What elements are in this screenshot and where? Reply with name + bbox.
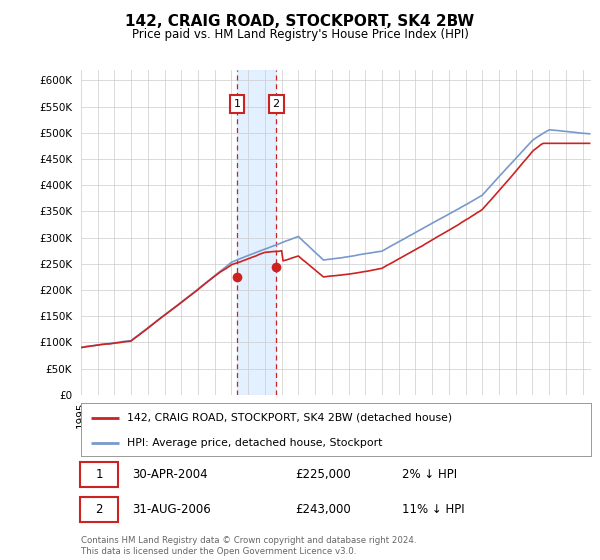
Text: £243,000: £243,000 xyxy=(295,503,351,516)
Bar xyxy=(237,70,276,395)
Text: 30-APR-2004: 30-APR-2004 xyxy=(132,468,208,481)
Text: 2: 2 xyxy=(272,99,280,109)
Text: 1: 1 xyxy=(233,99,241,109)
Text: 2% ↓ HPI: 2% ↓ HPI xyxy=(403,468,457,481)
Text: 142, CRAIG ROAD, STOCKPORT, SK4 2BW: 142, CRAIG ROAD, STOCKPORT, SK4 2BW xyxy=(125,14,475,29)
Text: 142, CRAIG ROAD, STOCKPORT, SK4 2BW (detached house): 142, CRAIG ROAD, STOCKPORT, SK4 2BW (det… xyxy=(127,413,452,423)
Text: HPI: Average price, detached house, Stockport: HPI: Average price, detached house, Stoc… xyxy=(127,438,382,448)
FancyBboxPatch shape xyxy=(80,497,118,522)
Text: Price paid vs. HM Land Registry's House Price Index (HPI): Price paid vs. HM Land Registry's House … xyxy=(131,28,469,41)
Text: 11% ↓ HPI: 11% ↓ HPI xyxy=(403,503,465,516)
FancyBboxPatch shape xyxy=(80,462,118,487)
Text: 2: 2 xyxy=(95,503,103,516)
Text: 31-AUG-2006: 31-AUG-2006 xyxy=(132,503,211,516)
Text: 1: 1 xyxy=(95,468,103,481)
Text: £225,000: £225,000 xyxy=(295,468,351,481)
Text: Contains HM Land Registry data © Crown copyright and database right 2024.
This d: Contains HM Land Registry data © Crown c… xyxy=(81,536,416,556)
